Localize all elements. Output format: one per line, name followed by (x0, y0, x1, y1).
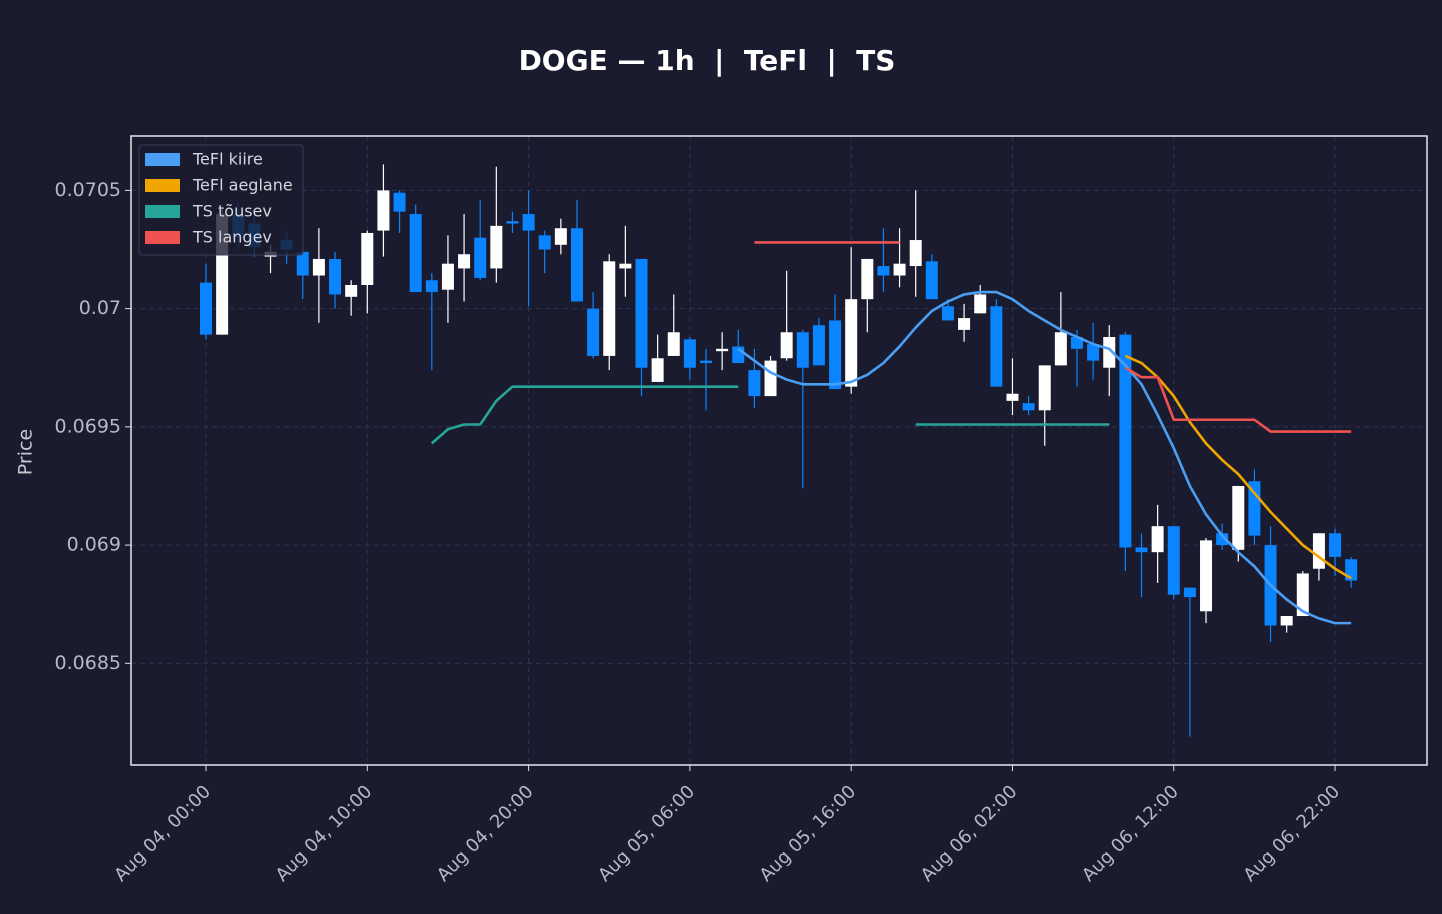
candle-body (1054, 332, 1067, 366)
candle-body (329, 258, 342, 295)
y-axis-label: Price (15, 429, 37, 475)
candle-body (425, 280, 438, 293)
candle-body (1232, 485, 1245, 550)
candle-body (506, 221, 519, 224)
candle-body (958, 318, 971, 330)
candle-body (200, 282, 213, 335)
candle-body (1135, 547, 1148, 553)
candle-body (893, 263, 906, 276)
indicator-line (737, 290, 1352, 625)
candle-body (1312, 533, 1325, 569)
candle-body (925, 261, 938, 300)
candle-body (1103, 336, 1116, 368)
candle-body (780, 332, 793, 359)
candle-body (603, 261, 616, 356)
candle-body (1087, 344, 1100, 361)
candle-body (1183, 587, 1196, 598)
legend-label: TeFl aeglane (192, 176, 293, 195)
candle-body (361, 232, 374, 285)
indicator-line (430, 385, 739, 445)
candle-body (667, 332, 680, 356)
candle-body (974, 294, 987, 314)
candle-body (909, 240, 922, 267)
candle-body (748, 370, 761, 397)
candle-body (619, 263, 632, 269)
y-tick-label: 0.0705 (55, 179, 121, 201)
candle-body (845, 299, 858, 387)
indicator-line (1124, 366, 1352, 433)
candle-body (941, 306, 954, 321)
y-tick-label: 0.0695 (55, 415, 121, 437)
candle-body (587, 308, 600, 356)
y-tick-label: 0.0685 (55, 652, 121, 674)
candle-body (1329, 533, 1342, 557)
candle-body (1296, 573, 1309, 617)
candle-body (1280, 616, 1293, 626)
legend-label: TS tõusev (192, 202, 272, 221)
candle-body (812, 325, 825, 366)
candle-body (554, 228, 567, 245)
candle-body (651, 358, 664, 382)
candle-body (877, 266, 890, 276)
candle-body (716, 348, 729, 352)
candle-body (570, 228, 583, 302)
candle-body (441, 263, 454, 290)
legend-swatch (145, 153, 180, 166)
candle-body (1038, 365, 1051, 411)
legend-box (138, 144, 304, 256)
candle-body (1006, 393, 1019, 401)
indicator-line (1124, 354, 1352, 580)
candle-body (861, 258, 874, 300)
legend-swatch (145, 179, 180, 192)
candle-body (345, 284, 358, 297)
legend-swatch (145, 205, 180, 218)
candle-body (296, 251, 309, 276)
candle-body (312, 258, 325, 276)
candle-body (829, 320, 842, 390)
candle-body (635, 258, 648, 368)
candle-body (490, 225, 503, 269)
candle-body (1119, 334, 1132, 548)
candle-body (1167, 526, 1180, 595)
legend-swatch (145, 231, 180, 244)
candle-body (1022, 403, 1035, 411)
candle-body (1070, 336, 1083, 349)
candle-body (409, 214, 422, 293)
candle-body (1200, 540, 1213, 612)
candle-body (538, 235, 551, 250)
legend: TeFl kiire TeFl aeglane TS tõusev TS langev (138, 144, 304, 256)
candle-body (1151, 526, 1164, 553)
legend-label: TeFl kiire (192, 150, 263, 169)
candle-body (683, 339, 696, 368)
candle-body (522, 214, 535, 231)
plot-frame (130, 135, 1428, 766)
candle-body (796, 332, 809, 368)
candle-body (1216, 533, 1229, 546)
candle-body (377, 190, 390, 231)
candle-body (700, 360, 713, 364)
y-tick-label: 0.07 (79, 297, 121, 319)
candle-body (474, 237, 487, 278)
candle-body (393, 192, 406, 212)
legend-label: TS langev (192, 228, 272, 247)
chart-title: DOGE — 1h | TeFl | TS (519, 44, 896, 77)
candle-body (764, 360, 777, 397)
candle-body (990, 306, 1003, 387)
candle-body (458, 254, 471, 269)
y-tick-label: 0.069 (67, 534, 121, 556)
